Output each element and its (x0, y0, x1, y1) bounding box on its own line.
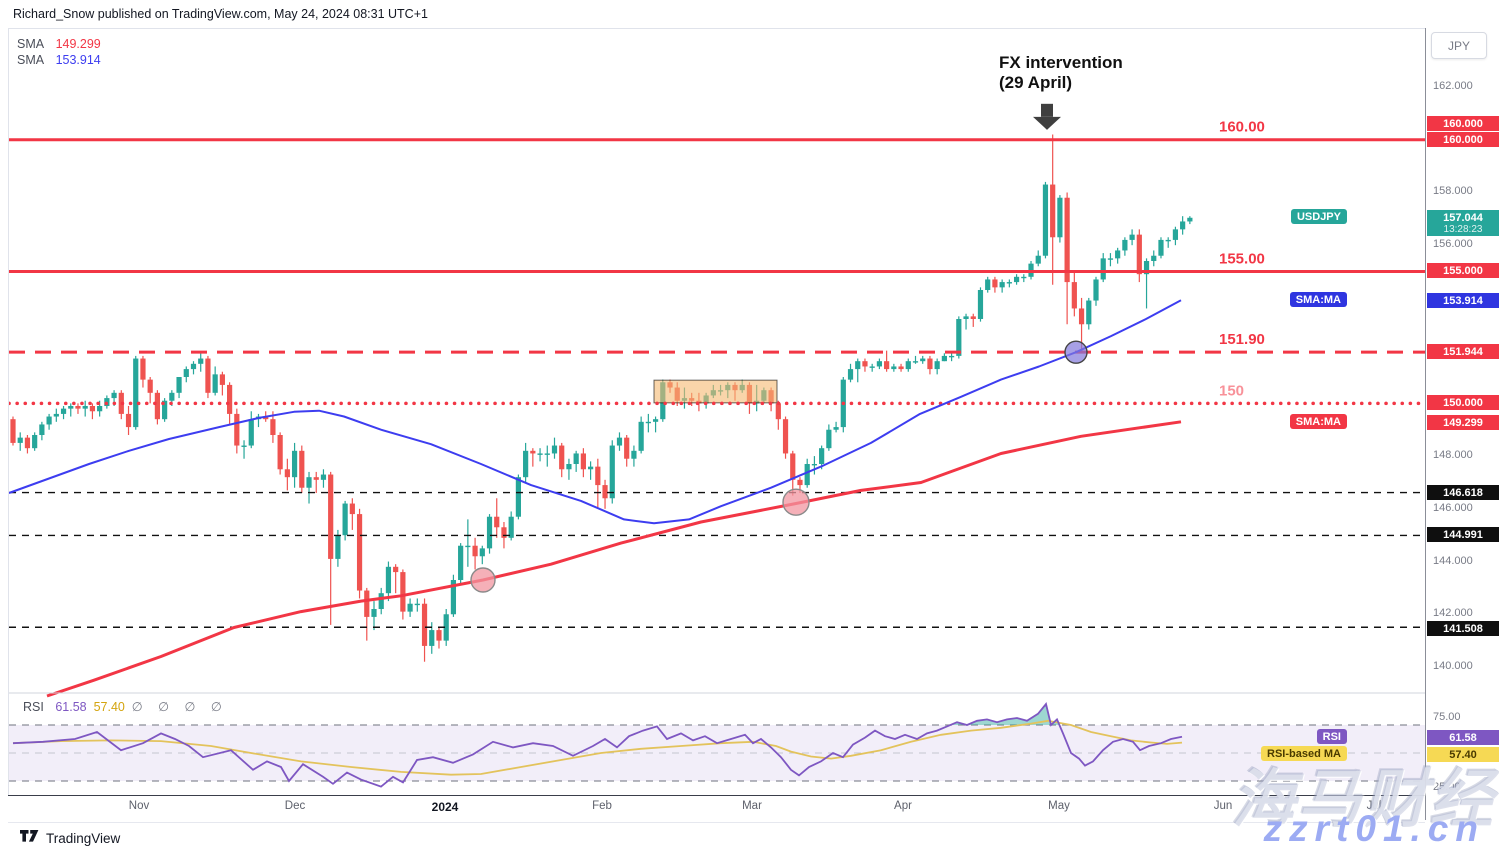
price-axis[interactable]: JPY 162.000 158.000 156.000 148.000 146.000 1… (1425, 28, 1499, 820)
sma-slow-label: SMA (17, 37, 45, 51)
down-arrow-icon (1041, 103, 1053, 117)
price-tick-label: 146.000 (1433, 501, 1473, 514)
time-axis-label: May (1048, 800, 1070, 812)
axis-price-badge: 160.000 (1427, 116, 1499, 131)
price-rsi-plot: 160.00 155.00 151.90 150 (9, 103, 1426, 788)
time-axis-label: 2024 (431, 800, 459, 814)
sma-slow-line (46, 420, 1182, 698)
time-axis-label: Nov (128, 800, 150, 812)
tradingview-attribution[interactable]: TradingView (20, 830, 120, 847)
rsi-label: RSI (23, 700, 44, 714)
marker-circle (470, 567, 496, 593)
level-label: 150 (1219, 382, 1244, 399)
level-label: 155.00 (1219, 251, 1265, 268)
rsi-line (12, 702, 1183, 788)
axis-price-badge: 160.000 (1427, 132, 1499, 147)
price-levels: 160.00 155.00 151.90 150 (9, 119, 1426, 628)
tradingview-logo-icon (20, 830, 39, 842)
consolidation-box (653, 379, 778, 404)
price-tick-label: 162.000 (1433, 80, 1473, 92)
rsi-overbought-fill (951, 705, 1059, 725)
time-axis-label: Jul (1366, 800, 1382, 812)
level-label: 151.90 (1219, 331, 1265, 348)
rsi-tick-label: 75.00 (1433, 711, 1461, 723)
countdown-timer: 13:28:23 (1443, 223, 1483, 235)
candlestick-series (10, 134, 1193, 662)
axis-price-badge: 151.944 (1427, 344, 1499, 359)
price-tick-label: 148.000 (1433, 449, 1473, 462)
price-tick-label: 158.000 (1433, 185, 1473, 198)
axis-price-badge: 141.508 (1427, 621, 1499, 636)
currency-toggle-button[interactable]: JPY (1431, 32, 1487, 59)
price-tick-label: 156.000 (1433, 238, 1473, 251)
annotation-line2: (29 April) (999, 73, 1073, 92)
price-tick-label: 144.000 (1433, 554, 1473, 567)
tradingview-brand-text: TradingView (46, 831, 121, 846)
axis-price-badge: 153.914 (1427, 293, 1499, 308)
legend-rsi[interactable]: RSI 61.58 57.40 ∅ ∅ ∅ ∅ (23, 699, 228, 714)
rsi-ma-value: 57.40 (93, 700, 125, 714)
watermark-site: zzrt01.cn (1263, 808, 1485, 849)
level-label: 160.00 (1219, 119, 1265, 136)
time-axis-label: Apr (894, 800, 912, 812)
fx-intervention-annotation: FX intervention (29 April) (999, 53, 1123, 93)
marker-circle (1064, 340, 1088, 364)
rsi-ma-line (12, 719, 1183, 776)
chart-pane[interactable]: 160.00 155.00 151.90 150 SMA 149.299 SMA 15… (8, 28, 1426, 796)
time-axis-label: Mar (742, 800, 762, 812)
published-attribution: Richard_Snow published on TradingView.co… (13, 7, 428, 21)
time-axis-label: Jun (1213, 800, 1233, 812)
rsi-empty-slots: ∅ ∅ ∅ ∅ (131, 700, 228, 714)
axis-price-badge: 57.40 (1427, 747, 1499, 762)
sma-fast-value: 153.914 (55, 53, 101, 67)
legend-sma-fast[interactable]: SMA 153.914 (17, 53, 101, 67)
sma-fast-label: SMA (17, 53, 45, 67)
sma-fast-line (9, 299, 1182, 525)
down-arrow-icon (1033, 116, 1061, 130)
price-tick-label: 142.000 (1433, 607, 1473, 620)
rsi-pane (9, 702, 1426, 788)
rsi-value: 61.58 (55, 700, 87, 714)
sma-slow-value: 149.299 (55, 37, 101, 51)
rsi-tick-label: 25.00 (1433, 781, 1461, 793)
axis-price-badge: 149.299 (1427, 415, 1499, 430)
axis-price-badge: 157.044 13:28:23 (1427, 210, 1499, 236)
time-axis-label: Feb (592, 800, 612, 812)
price-tick-label: 140.000 (1433, 659, 1473, 672)
axis-price-badge: 144.991 (1427, 527, 1499, 542)
watermark-chinese: 海马财经 (1231, 763, 1495, 835)
axis-price-badge: 150.000 (1427, 395, 1499, 410)
annotation-line1: FX intervention (999, 53, 1123, 72)
marker-circle (782, 488, 810, 516)
axis-price-badge: 146.618 (1427, 485, 1499, 500)
time-axis-label: Dec (284, 800, 306, 812)
axis-price-badge: 61.58 (1427, 730, 1499, 745)
time-axis[interactable]: Nov Dec 2024 Feb Mar Apr May Jun Jul (8, 795, 1425, 823)
legend-sma-slow[interactable]: SMA 149.299 (17, 37, 101, 51)
axis-price-badge: 155.000 (1427, 263, 1499, 278)
